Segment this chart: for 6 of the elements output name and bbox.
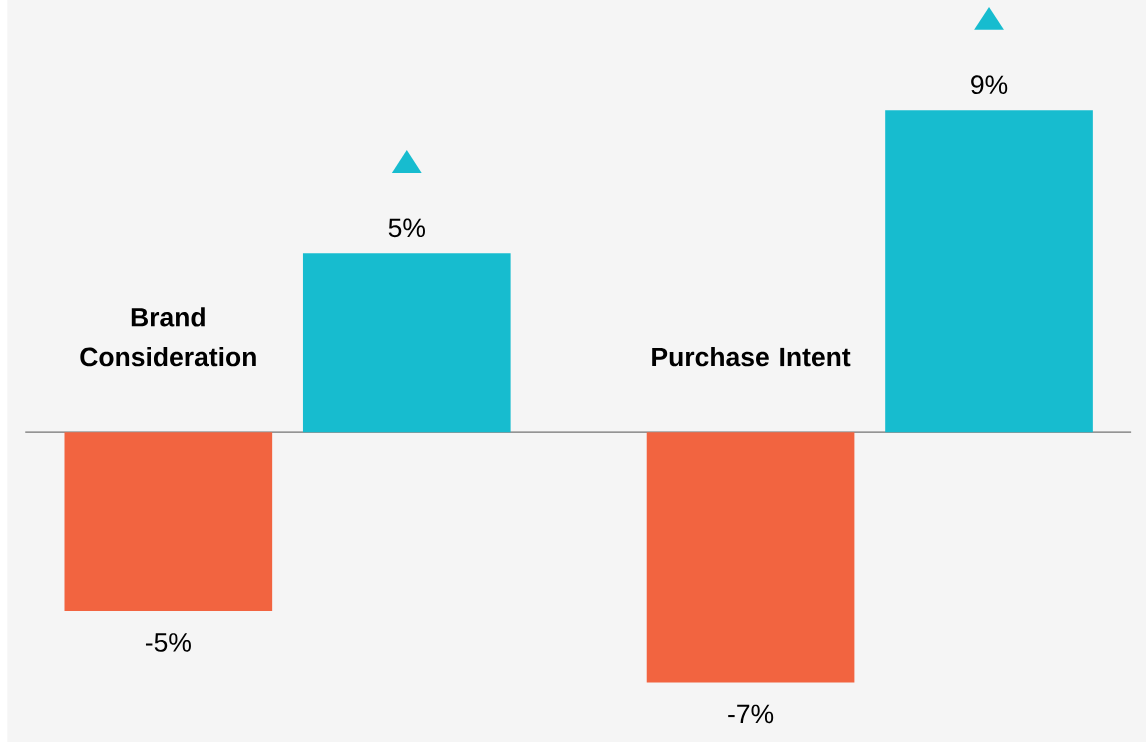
- data-label: 9%: [971, 75, 1008, 95]
- data-label: -5%: [145, 633, 191, 652]
- x-tick-label: Brand Consideration: [80, 307, 256, 367]
- x-tick-label: Purchase Intent: [652, 346, 851, 367]
- data-label: 5%: [388, 218, 425, 238]
- data-label: -7%: [728, 704, 774, 724]
